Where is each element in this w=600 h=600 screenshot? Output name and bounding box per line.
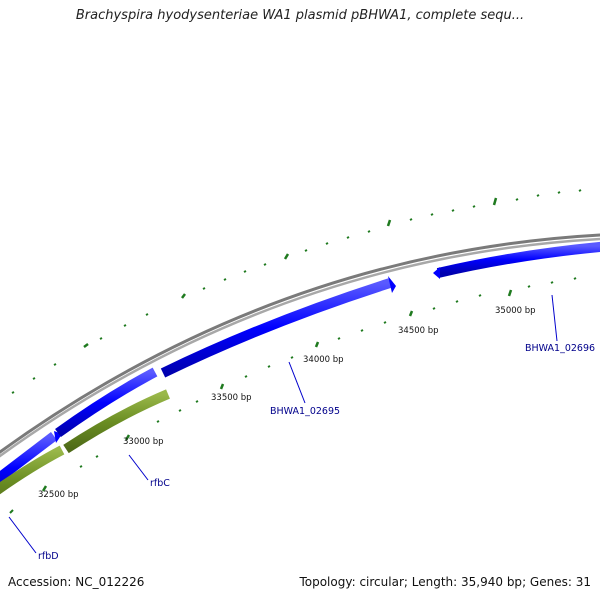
length-value: 35,940 bp — [461, 575, 523, 589]
backbone-inner — [0, 237, 600, 458]
inner-tick-ring — [9, 277, 577, 514]
backbone-outer — [0, 233, 600, 454]
feature-label-rfbC[interactable]: rfbC — [150, 478, 170, 489]
tick-label-34000: 34000 bp — [303, 355, 344, 365]
tick-label-34500: 34500 bp — [398, 326, 439, 336]
genes-value: 31 — [575, 575, 591, 589]
feature-label-rfbD[interactable]: rfbD — [38, 551, 59, 562]
leader-rfbD — [8, 516, 37, 554]
map-title: Brachyspira hyodysenteriae WA1 plasmid p… — [75, 8, 525, 23]
tick-label-33000: 33000 bp — [123, 437, 164, 447]
topology-label: Topology: — [299, 575, 356, 589]
gene-rfbC[interactable] — [0, 445, 65, 510]
outer-tick-ring — [11, 189, 582, 394]
accession-value: NC_012226 — [75, 575, 145, 589]
accession-info: Accession: NC_012226 — [8, 575, 144, 589]
gene-BHWA1-02695-arrow — [388, 276, 396, 293]
leader-rfbC — [128, 454, 149, 481]
sequence-summary: Topology: circular; Length: 35,940 bp; G… — [299, 575, 591, 589]
topology-value: circular — [359, 575, 404, 589]
gene-rfbC-segment2[interactable] — [63, 389, 170, 454]
gene-rfbD[interactable] — [0, 432, 58, 500]
feature-label-BHWA1-02695[interactable]: BHWA1_02695 — [270, 406, 340, 417]
length-label: Length: — [411, 575, 458, 589]
tick-label-35000: 35000 bp — [495, 306, 536, 316]
leader-BHWA1-02696 — [551, 294, 558, 342]
gene-BHWA1-02696[interactable] — [436, 241, 600, 278]
gene-BHWA1-02695[interactable] — [160, 278, 392, 378]
genes-label: Genes: — [529, 575, 572, 589]
gene-rfbC-fwd-segment[interactable] — [55, 367, 158, 438]
feature-label-BHWA1-02696[interactable]: BHWA1_02696 — [525, 343, 595, 354]
tick-label-33500: 33500 bp — [211, 393, 252, 403]
tick-label-32500: 32500 bp — [38, 490, 79, 500]
accession-label: Accession: — [8, 575, 72, 589]
leader-BHWA1-02695 — [288, 361, 306, 404]
gene-BHWA1-02696-arrow-tail — [433, 267, 440, 279]
